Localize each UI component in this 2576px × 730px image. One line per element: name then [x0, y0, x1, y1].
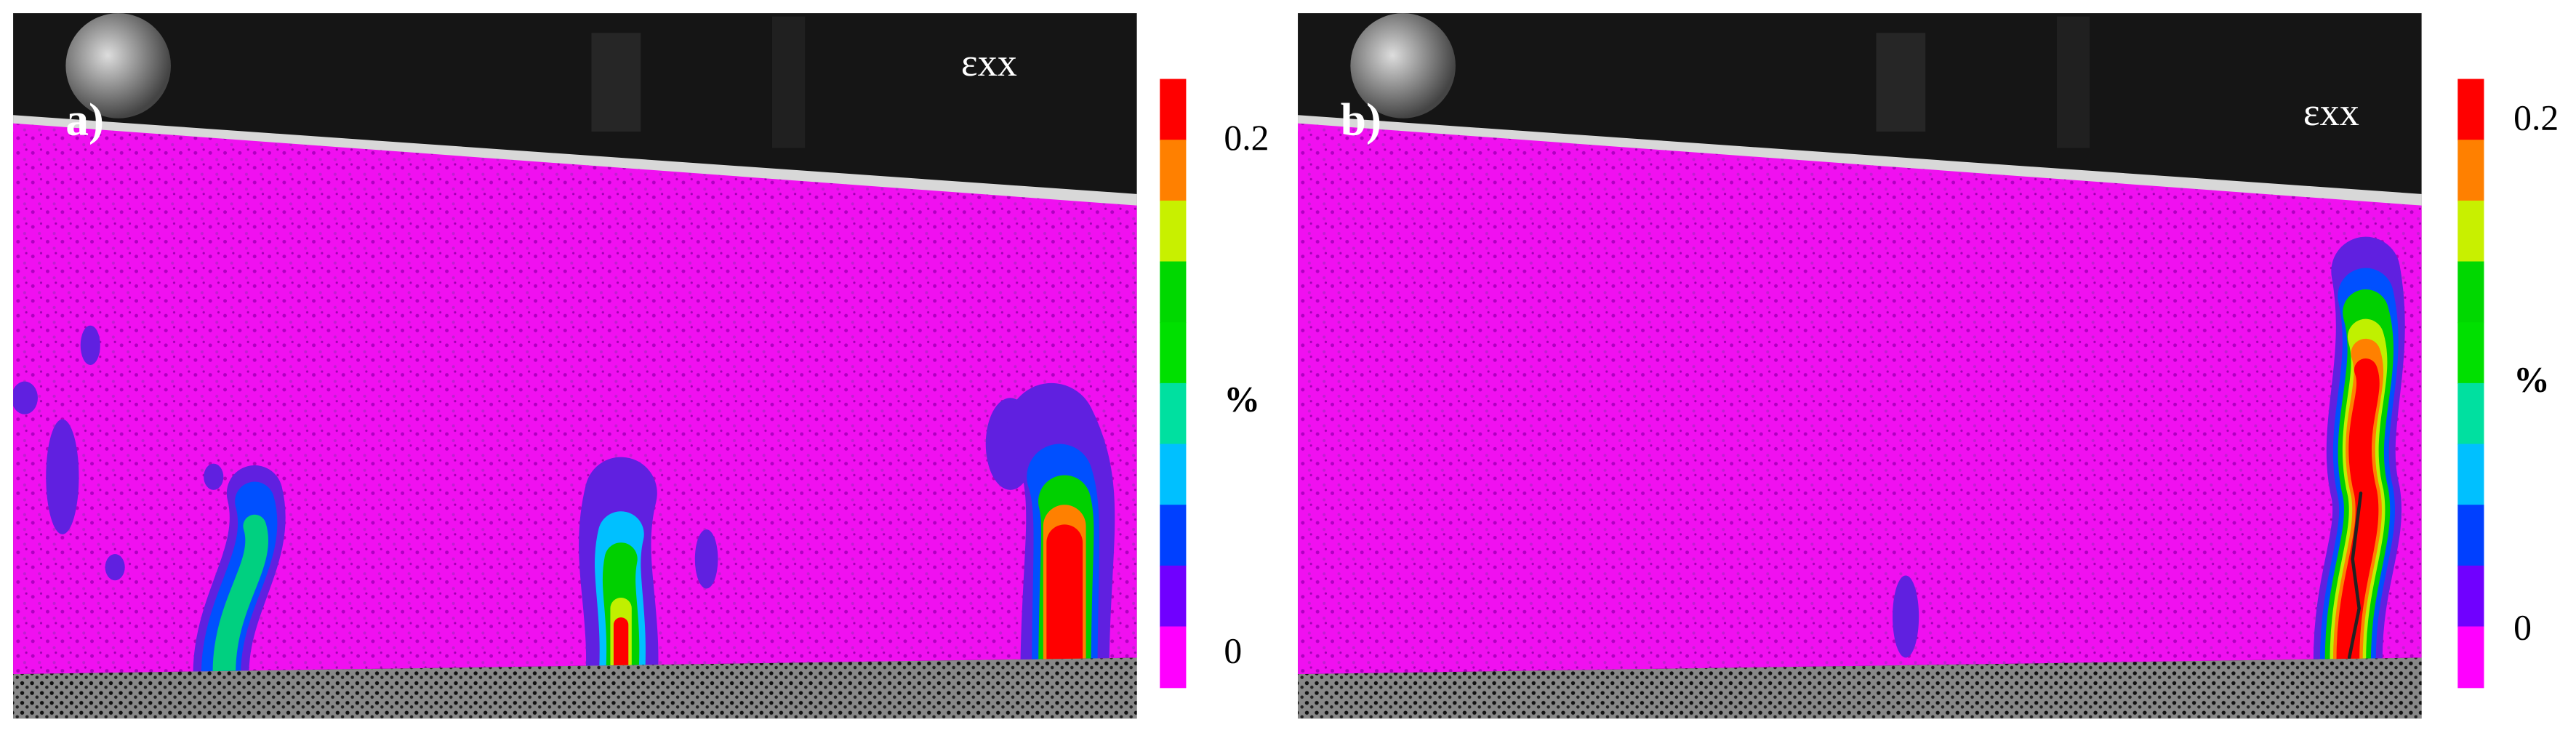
panel-label: a) [65, 94, 104, 145]
colorbar-segment [1160, 382, 1187, 445]
colorbar-segment [1160, 505, 1187, 567]
colorbar-label: 0.2 [1224, 118, 1269, 158]
panel-a: a) εxx 0.2 % 0 [13, 13, 1269, 719]
colorbar-segment [1160, 565, 1187, 627]
colorbar-label: 0 [2513, 608, 2532, 648]
colorbar-segment [1160, 79, 1187, 141]
colorbar-segment [1160, 261, 1187, 324]
colorbar-segment [2457, 200, 2484, 262]
colorbar-segment [1160, 200, 1187, 262]
strain-overlay [1893, 236, 2405, 675]
panel-b: b) εxx 0.2 % 0 [1298, 13, 2559, 719]
colorbar-segment [1160, 140, 1187, 202]
panel-label: b) [1341, 94, 1381, 145]
colorbar-segment [1160, 322, 1187, 385]
colorbar-segment [2457, 322, 2484, 385]
colorbar-segment [2457, 79, 2484, 141]
colorbar-segment [2457, 626, 2484, 689]
colorbar [2457, 79, 2484, 689]
colorbar-segment [2457, 505, 2484, 567]
strain-symbol: εxx [961, 41, 1017, 84]
colorbar-label: 0 [1224, 630, 1242, 670]
colorbar-segment [1160, 444, 1187, 506]
colorbar-segment [2457, 565, 2484, 627]
colorbar [1160, 79, 1187, 689]
colorbar-label: 0.2 [2513, 98, 2559, 138]
colorbar-segment [2457, 444, 2484, 506]
colorbar-segment [2457, 261, 2484, 324]
colorbar-segment [2457, 140, 2484, 202]
colorbar-unit: % [1224, 379, 1260, 419]
colorbar-segment [2457, 382, 2484, 445]
strain-symbol: εxx [2303, 90, 2359, 134]
colorbar-unit: % [2513, 359, 2550, 399]
colorbar-segment [1160, 626, 1187, 689]
